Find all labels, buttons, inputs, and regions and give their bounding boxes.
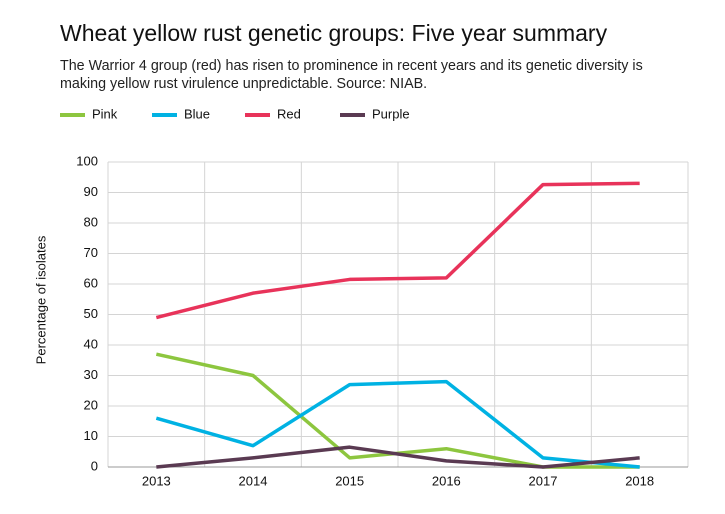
- x-tick-label: 2013: [142, 473, 171, 488]
- series-line: [155, 181, 640, 320]
- y-tick-label: 70: [84, 245, 98, 260]
- legend-label: Purple: [372, 106, 410, 121]
- x-tick-label: 2018: [625, 473, 654, 488]
- y-tick-label: 80: [84, 214, 98, 229]
- y-tick-label: 50: [84, 306, 98, 321]
- series-line: [155, 379, 640, 469]
- legend-label: Blue: [184, 106, 210, 121]
- series-line: [156, 445, 640, 469]
- y-axis-label: Percentage of isolates: [33, 235, 48, 364]
- x-tick-label: 2015: [335, 473, 364, 488]
- x-tick-label: 2017: [529, 473, 558, 488]
- legend-label: Red: [277, 106, 301, 121]
- y-tick-label: 20: [84, 397, 98, 412]
- y-tick-label: 60: [84, 275, 98, 290]
- chart-subtitle: The Warrior 4 group (red) has risen to p…: [60, 58, 643, 92]
- y-tick-label: 10: [84, 428, 98, 443]
- y-tick-label: 40: [84, 336, 98, 351]
- chart-title: Wheat yellow rust genetic groups: Five y…: [60, 20, 608, 46]
- x-tick-label: 2014: [239, 473, 268, 488]
- y-tick-label: 90: [84, 184, 98, 199]
- y-tick-label: 100: [76, 153, 98, 168]
- legend-label: Pink: [92, 106, 118, 121]
- x-tick-label: 2016: [432, 473, 461, 488]
- y-tick-label: 30: [84, 367, 98, 382]
- y-tick-label: 0: [91, 458, 98, 473]
